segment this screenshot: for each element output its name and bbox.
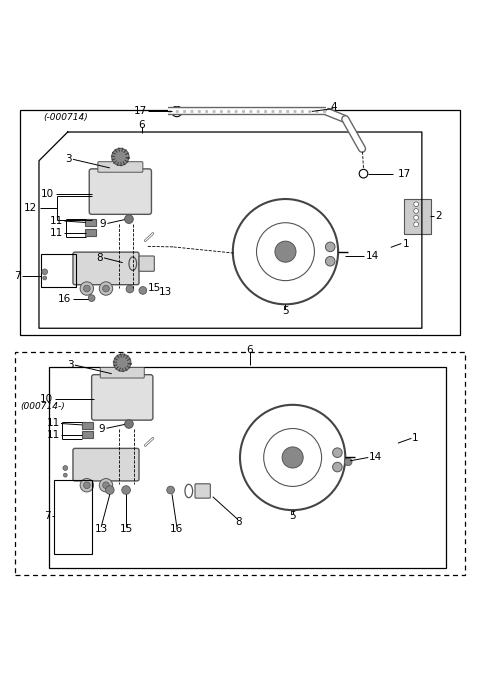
Circle shape [88,295,95,302]
Text: 4: 4 [330,101,336,112]
Circle shape [333,448,342,457]
Text: 15: 15 [120,524,132,534]
Circle shape [275,241,296,262]
FancyBboxPatch shape [73,448,139,481]
Circle shape [414,202,419,207]
Circle shape [282,447,303,468]
Text: 7: 7 [44,511,50,521]
FancyBboxPatch shape [15,352,465,575]
Text: 16: 16 [170,524,183,534]
FancyBboxPatch shape [48,366,446,568]
Circle shape [325,242,335,252]
Circle shape [80,282,94,295]
Circle shape [103,482,109,489]
Text: 1: 1 [403,239,409,248]
FancyBboxPatch shape [82,431,93,438]
FancyBboxPatch shape [89,169,152,215]
FancyBboxPatch shape [404,199,432,234]
Text: 7: 7 [14,270,21,281]
Text: 17: 17 [398,168,411,179]
Text: 16: 16 [58,294,72,304]
Text: (000714-): (000714-) [21,402,66,411]
Text: 6: 6 [246,345,253,355]
Circle shape [43,276,47,280]
Text: 10: 10 [40,393,53,404]
Text: 8: 8 [236,517,242,527]
FancyBboxPatch shape [85,229,96,237]
Circle shape [112,148,129,166]
Circle shape [125,420,133,428]
Text: 15: 15 [148,283,161,293]
Text: 6: 6 [139,120,145,130]
Text: 3: 3 [65,155,72,164]
Circle shape [106,486,114,494]
Circle shape [126,285,134,293]
Circle shape [80,479,94,492]
Text: 1: 1 [412,433,419,444]
Circle shape [325,257,335,266]
Text: 5: 5 [282,306,289,315]
Text: 11: 11 [46,419,60,428]
Text: 11: 11 [49,228,63,237]
Circle shape [84,285,90,292]
Circle shape [167,486,174,494]
Circle shape [139,286,147,294]
Text: 11: 11 [49,216,63,226]
Circle shape [414,208,419,213]
Circle shape [99,282,113,295]
FancyBboxPatch shape [92,375,153,420]
Circle shape [333,462,342,472]
Circle shape [103,285,109,292]
Circle shape [99,479,113,492]
Text: 13: 13 [158,287,172,297]
Text: 14: 14 [369,453,383,462]
Circle shape [125,215,133,224]
FancyBboxPatch shape [73,252,139,285]
Text: (-000714): (-000714) [44,113,88,122]
FancyBboxPatch shape [195,484,210,498]
Circle shape [344,458,352,466]
Circle shape [63,466,68,471]
Text: 10: 10 [41,189,54,199]
Circle shape [42,269,48,275]
Text: 9: 9 [99,219,106,229]
Text: 14: 14 [366,251,379,261]
FancyBboxPatch shape [20,110,460,335]
Circle shape [414,215,419,220]
Text: 2: 2 [435,210,442,221]
FancyBboxPatch shape [98,161,143,172]
Text: 11: 11 [46,429,60,440]
FancyBboxPatch shape [82,422,93,428]
Text: 13: 13 [95,524,108,534]
FancyBboxPatch shape [85,219,96,226]
Circle shape [84,482,90,489]
Circle shape [63,473,67,477]
Text: 17: 17 [133,106,147,117]
FancyBboxPatch shape [139,256,155,271]
Text: 9: 9 [98,424,105,434]
Circle shape [114,354,131,371]
FancyBboxPatch shape [100,368,144,378]
Text: 12: 12 [24,203,37,213]
Text: 8: 8 [96,253,103,263]
Circle shape [414,222,419,227]
Text: 5: 5 [289,511,296,522]
Circle shape [122,486,131,494]
Text: 3: 3 [67,360,73,370]
